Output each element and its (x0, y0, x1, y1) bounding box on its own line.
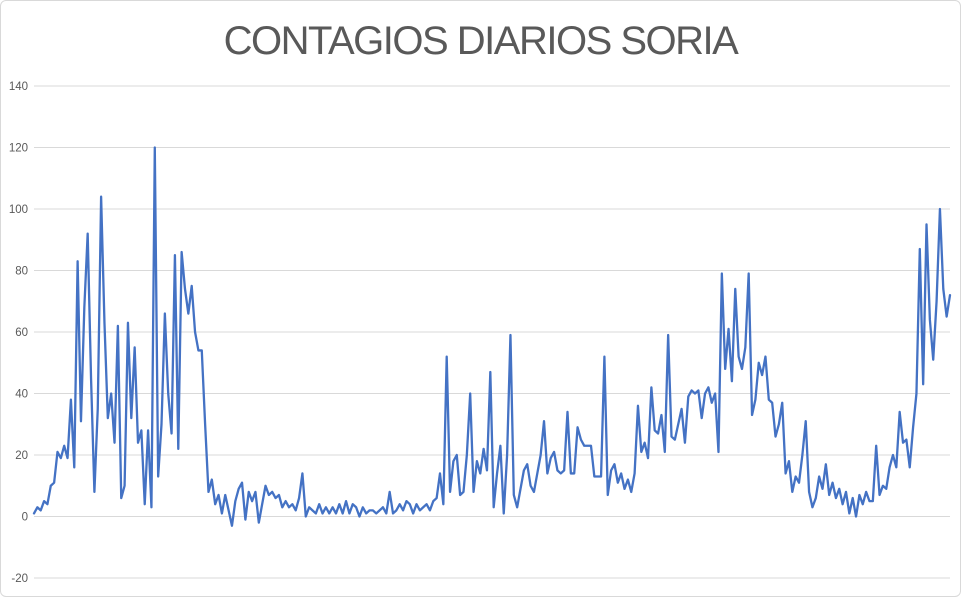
y-axis-tick-label: 80 (15, 266, 28, 278)
y-axis-tick-label: 60 (15, 327, 28, 339)
y-axis-tick-label: 120 (9, 143, 28, 155)
y-axis-tick-label: 20 (15, 450, 28, 462)
data-series-line (32, 146, 952, 527)
y-axis-tick-label: 0 (22, 512, 28, 524)
y-axis-tick-label: 40 (15, 389, 28, 401)
y-axis-tick-label: 100 (9, 204, 28, 216)
y-axis-tick-label: 140 (9, 81, 28, 93)
y-axis-tick-label: -20 (11, 573, 28, 585)
